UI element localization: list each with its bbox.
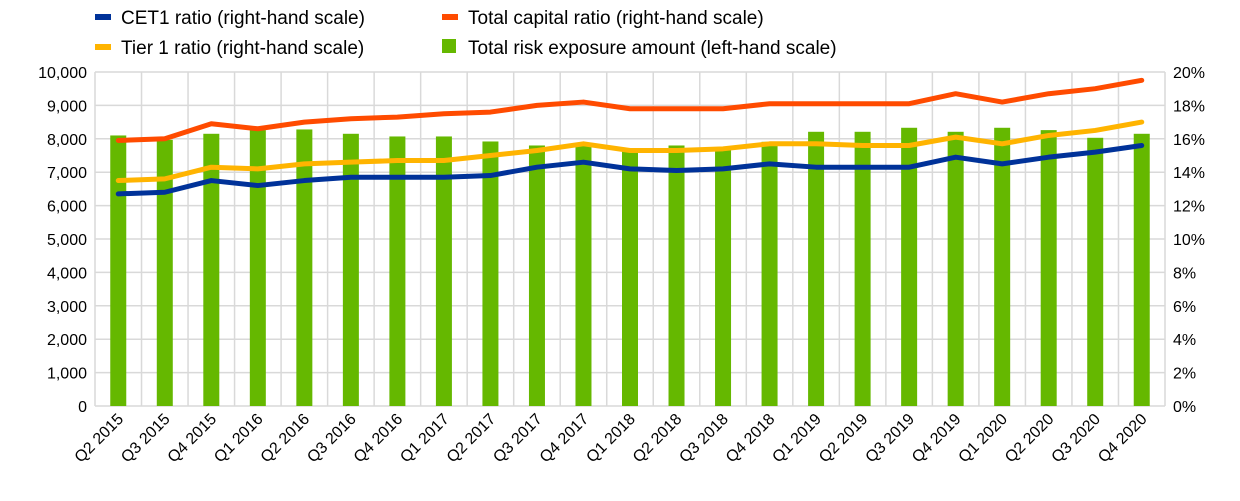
- bar-q3-2020: [1087, 137, 1104, 406]
- x-tick-label: Q4 2016: [351, 411, 406, 466]
- bar-q3-2017: [528, 145, 545, 407]
- bar-q2-2016: [296, 129, 313, 406]
- right-tick-label: 18%: [1173, 98, 1205, 115]
- bar-q4-2020: [1133, 133, 1150, 407]
- right-tick-label: 12%: [1173, 199, 1205, 216]
- x-tick-label: Q3 2020: [1049, 411, 1104, 466]
- left-tick-label: 1,000: [47, 366, 87, 383]
- left-tick-label: 3,000: [47, 299, 87, 316]
- lines: [115, 77, 1145, 197]
- bar-q3-2018: [715, 148, 732, 407]
- bar-q4-2016: [389, 136, 406, 406]
- left-axis: 0 1,000 2,000 3,000 4,000 5,000 6,000 7,000 8,00…: [38, 65, 87, 416]
- x-tick-label: Q1 2017: [397, 411, 452, 466]
- right-tick-label: 14%: [1173, 165, 1205, 182]
- left-tick-label: 8,000: [47, 132, 87, 149]
- legend-label: Tier 1 ratio (right-hand scale): [121, 38, 364, 59]
- x-tick-label: Q2 2016: [258, 411, 313, 466]
- x-tick-label: Q1 2016: [211, 411, 266, 466]
- right-tick-label: 0%: [1173, 399, 1196, 416]
- series-line-1: [115, 77, 1145, 143]
- bar-q3-2016: [342, 133, 359, 407]
- x-tick-label: Q4 2019: [909, 411, 964, 466]
- bar-q4-2019: [947, 131, 964, 406]
- x-tick-label: Q4 2018: [723, 411, 778, 466]
- left-tick-label: 5,000: [47, 232, 87, 249]
- legend-swatch: [442, 14, 458, 20]
- legend-label: CET1 ratio (right-hand scale): [121, 8, 365, 29]
- bar-q1-2018: [622, 148, 638, 407]
- bar-q4-2015: [203, 133, 220, 407]
- legend-swatch: [95, 44, 111, 50]
- bar-q2-2017: [482, 141, 499, 407]
- x-tick-label: Q1 2020: [956, 411, 1011, 466]
- x-tick-label: Q4 2015: [165, 411, 220, 466]
- bar-q4-2017: [575, 144, 592, 406]
- left-tick-label: 10,000: [38, 65, 87, 82]
- left-tick-label: 0: [78, 399, 87, 416]
- x-tick-label: Q3 2015: [118, 411, 173, 466]
- legend-label: Total risk exposure amount (left-hand sc…: [468, 38, 837, 59]
- bar-q2-2018: [668, 145, 685, 407]
- right-tick-label: 20%: [1173, 65, 1205, 82]
- x-tick-label: Q2 2020: [1002, 411, 1057, 466]
- left-tick-label: 2,000: [47, 332, 87, 349]
- legend-swatch: [95, 14, 111, 20]
- bar-q1-2017: [435, 136, 452, 406]
- left-tick-label: 9,000: [47, 98, 87, 115]
- right-tick-label: 4%: [1173, 332, 1196, 349]
- left-tick-label: 6,000: [47, 199, 87, 216]
- bar-q4-2018: [761, 141, 778, 406]
- right-tick-label: 8%: [1173, 265, 1196, 282]
- x-tick-label: Q4 2020: [1095, 411, 1150, 466]
- right-tick-label: 10%: [1173, 232, 1205, 249]
- bar-q2-2020: [1040, 130, 1057, 406]
- x-tick-label: Q4 2017: [537, 411, 592, 466]
- x-tick-label: Q2 2017: [444, 411, 499, 466]
- x-tick-label: Q3 2018: [676, 411, 731, 466]
- bars: [110, 127, 1150, 407]
- legend: CET1 ratio (right-hand scale) Total capit…: [95, 8, 837, 59]
- bar-q1-2016: [249, 130, 266, 406]
- x-tick-label: Q3 2016: [304, 411, 359, 466]
- x-tick-label: Q2 2019: [816, 411, 871, 466]
- x-tick-label: Q3 2017: [490, 411, 545, 466]
- bar-q1-2019: [808, 131, 825, 406]
- left-tick-label: 7,000: [47, 165, 87, 182]
- bar-q3-2015: [156, 139, 173, 406]
- left-tick-label: 4,000: [47, 265, 87, 282]
- right-tick-label: 2%: [1173, 366, 1196, 383]
- bar-q3-2019: [901, 127, 918, 406]
- right-tick-label: 16%: [1173, 132, 1205, 149]
- x-tick-label: Q1 2019: [769, 411, 824, 466]
- bar-q2-2019: [854, 131, 871, 406]
- legend-swatch: [442, 39, 456, 53]
- x-tick-label: Q2 2018: [630, 411, 685, 466]
- x-tick-label: Q2 2015: [72, 411, 127, 466]
- right-tick-label: 6%: [1173, 299, 1196, 316]
- legend-label: Total capital ratio (right-hand scale): [468, 8, 764, 29]
- right-axis: 0% 2% 4% 6% 8% 10% 12% 14% 16% 18% 20%: [1173, 65, 1205, 416]
- x-tick-label: Q3 2019: [863, 411, 918, 466]
- bar-q1-2020: [994, 127, 1011, 406]
- x-tick-label: Q1 2018: [583, 411, 638, 466]
- bar-q2-2015: [110, 135, 127, 406]
